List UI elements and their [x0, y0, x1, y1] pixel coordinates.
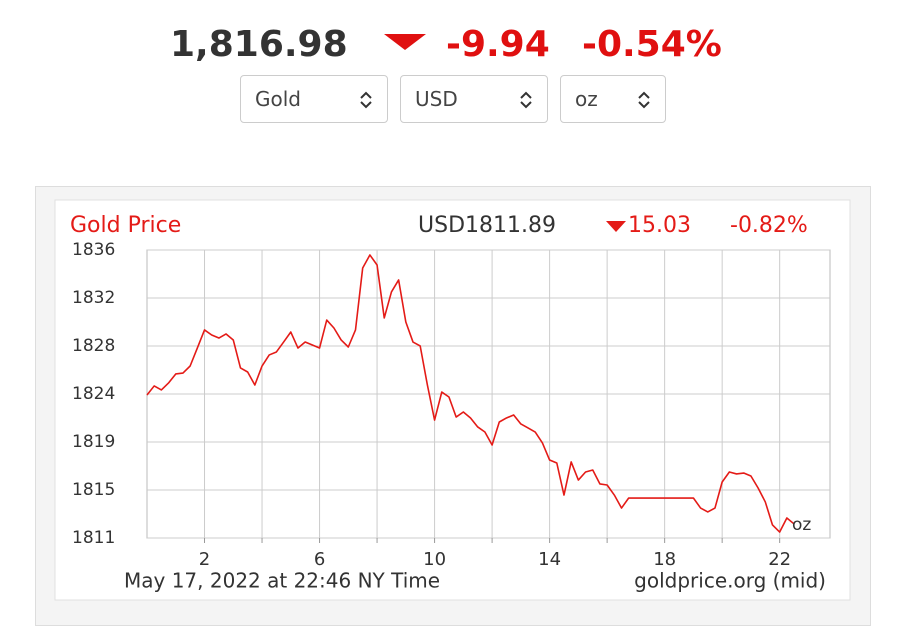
y-tick-label: 1819: [72, 432, 115, 452]
y-tick-label: 1824: [72, 384, 115, 404]
currency-select[interactable]: USD: [400, 75, 548, 123]
quote-change: 15.03: [628, 213, 691, 238]
price: 1,816.98: [170, 24, 348, 65]
price-line: [146, 254, 795, 533]
unit-select[interactable]: oz: [560, 75, 666, 123]
timestamp: May 17, 2022 at 22:46 NY Time: [124, 569, 440, 593]
price-change-percent: -0.54%: [582, 24, 722, 65]
down-arrow-icon: [384, 34, 426, 50]
y-tick-label: 1828: [72, 336, 115, 356]
x-tick-label: 18: [653, 549, 676, 570]
quote-change-percent: -0.82%: [730, 213, 808, 238]
y-tick-label: 1811: [72, 528, 115, 548]
price-change: -9.94: [446, 24, 550, 65]
y-tick-label: 1815: [72, 480, 115, 500]
chevron-icon: [520, 91, 532, 109]
y-tick-label: 1832: [72, 288, 115, 308]
source: goldprice.org (mid): [634, 569, 826, 593]
select-value: USD: [415, 87, 458, 111]
y-tick-label: 1836: [72, 240, 115, 260]
chevron-icon: [360, 91, 372, 109]
quote: USD1811.89: [418, 213, 556, 238]
select-value: oz: [575, 87, 598, 111]
down-arrow-icon: [606, 221, 626, 232]
chart-title: Gold Price: [70, 213, 181, 238]
chevron-icon: [638, 91, 650, 109]
select-value: Gold: [255, 87, 301, 111]
x-tick-label: 14: [538, 549, 561, 570]
x-tick-label: 22: [768, 549, 791, 570]
metal-select[interactable]: Gold: [240, 75, 388, 123]
x-tick-label: 6: [314, 549, 325, 570]
price-header: 1,816.98 -9.94 -0.54%: [0, 22, 906, 68]
x-tick-label: 10: [423, 549, 446, 570]
unit-label: oz: [792, 515, 811, 535]
x-tick-label: 2: [199, 549, 210, 570]
